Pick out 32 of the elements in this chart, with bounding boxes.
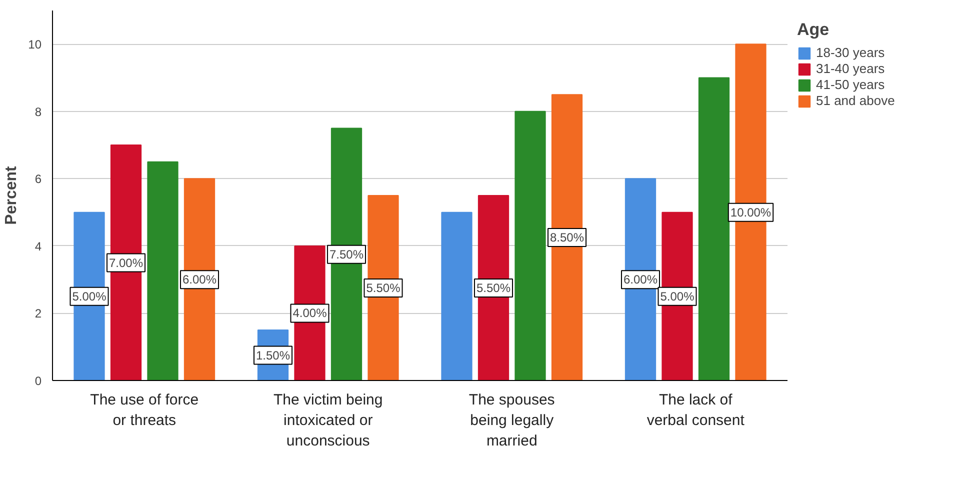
bar: [698, 77, 730, 380]
bar: [441, 212, 472, 380]
legend-title: Age: [797, 20, 830, 40]
data-label: 7.00%: [108, 256, 144, 270]
data-label: 5.00%: [72, 289, 107, 304]
legend-label: 51 and above: [816, 93, 895, 108]
x-tick-label: The victim being intoxicated or unconscious: [274, 392, 383, 450]
data-label: 10.00%: [730, 205, 772, 220]
legend-label: 41-50 years: [816, 77, 885, 92]
x-tick-label: The lack of verbal consent: [646, 392, 746, 429]
data-label: 6.00%: [182, 272, 217, 287]
y-tick-label: 0: [34, 374, 42, 388]
y-tick-label: 10: [28, 38, 42, 52]
data-label: 5.00%: [660, 289, 695, 304]
data-label: 5.50%: [476, 281, 511, 295]
bar: [514, 110, 546, 380]
x-tick-label: The use of force or threats: [90, 392, 199, 429]
legend-label: 31-40 years: [816, 61, 885, 76]
legend-label: 18-30 years: [816, 45, 885, 60]
data-label: 7.50%: [329, 247, 364, 262]
y-tick-label: 6: [34, 172, 42, 186]
y-tick-label: 8: [34, 104, 42, 119]
x-tick-label: The spouses being legally married: [468, 392, 555, 450]
y-tick-label: 4: [34, 239, 42, 254]
data-label: 5.50%: [366, 281, 401, 295]
data-label: 1.50%: [256, 348, 290, 362]
data-label: 6.00%: [623, 272, 658, 287]
y-tick-label: 2: [34, 306, 42, 321]
bar: [147, 161, 178, 380]
y-axis-title: Percent: [3, 165, 20, 225]
data-label: 8.50%: [550, 230, 584, 245]
data-label: 4.00%: [292, 306, 328, 320]
